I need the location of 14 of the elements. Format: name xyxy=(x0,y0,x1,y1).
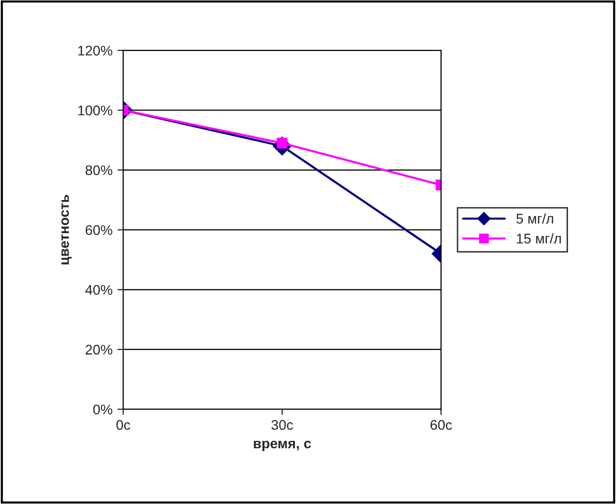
y-tick-label: 20% xyxy=(86,344,112,355)
y-axis-title: цветность xyxy=(61,194,72,264)
y-tick-label: 80% xyxy=(86,165,112,176)
x-tick-label: 0с xyxy=(116,420,130,430)
y-tick-label: 60% xyxy=(86,225,112,235)
y-tick-label: 0% xyxy=(93,404,112,414)
y-tick-label: 120% xyxy=(78,46,112,56)
legend-label: 5 мг/л xyxy=(516,213,554,224)
x-tick-label: 30с xyxy=(271,420,293,430)
x-tick-label: 60с xyxy=(430,420,452,430)
x-axis-title: время, с xyxy=(254,440,311,452)
legend-label: 15 мг/л xyxy=(516,233,561,244)
y-tick-label: 40% xyxy=(85,284,112,295)
y-tick-label: 100% xyxy=(78,106,112,116)
